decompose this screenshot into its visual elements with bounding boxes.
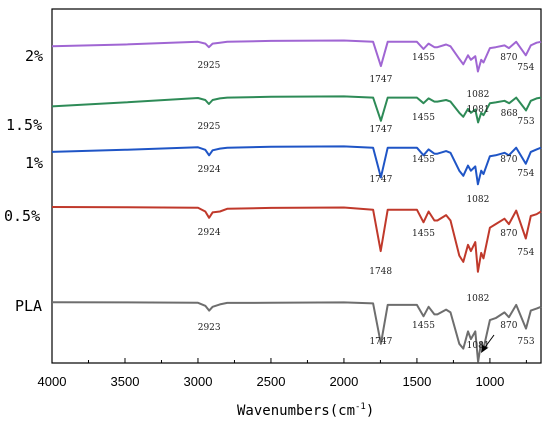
peak-label: 1082: [466, 294, 489, 304]
peak-label: 1081: [467, 341, 490, 351]
peak-label: 870: [500, 53, 517, 63]
peak-label: 870: [500, 229, 517, 239]
peak-label: 1455: [412, 113, 435, 123]
peak-label: 1082: [466, 90, 489, 100]
series-name-label: 1.5%: [6, 116, 42, 134]
peak-label: 1455: [412, 321, 435, 331]
peak-label: 2925: [197, 122, 220, 132]
x-tick-label: 3000: [184, 374, 213, 389]
peak-label: 753: [517, 117, 534, 127]
x-tick-label: 4000: [38, 374, 67, 389]
plot-area: [51, 8, 542, 364]
peak-label: 1747: [369, 337, 392, 347]
x-axis: 4000 3500 3000 2500 2000 1500 1000: [38, 358, 527, 389]
series-name-label: PLA: [15, 297, 42, 315]
x-tick-label: 2500: [257, 374, 286, 389]
series-layer: [51, 39, 542, 363]
peak-label-layer: 2923174714551081870753292417481455108287…: [197, 53, 534, 351]
peak-label: 870: [500, 321, 517, 331]
peak-label: 1082: [466, 195, 489, 205]
peak-label: 868: [501, 109, 518, 119]
series-name-layer: PLA 0.5% 1% 1.5% 2%: [4, 47, 43, 315]
series-line: [51, 95, 542, 124]
peak-label: 754: [517, 63, 534, 73]
series-line: [51, 301, 542, 363]
series-name-label: 1%: [25, 154, 43, 172]
x-tick-label: 1500: [402, 374, 431, 389]
peak-label: 1747: [369, 125, 392, 135]
peak-label: 1455: [412, 155, 435, 165]
x-axis-label: Wavenumbers(cm-1): [237, 402, 374, 419]
peak-label: 1455: [412, 53, 435, 63]
x-tick-label: 2000: [329, 374, 358, 389]
peak-label: 754: [517, 169, 534, 179]
peak-label: 754: [517, 248, 534, 258]
series-line: [51, 39, 542, 73]
peak-label: 1747: [369, 175, 392, 185]
peak-label: 2924: [198, 165, 221, 175]
series-name-label: 0.5%: [4, 207, 40, 225]
peak-label: 1748: [369, 267, 392, 277]
x-tick-label: 3500: [111, 374, 140, 389]
peak-label: 2923: [198, 323, 221, 333]
peak-label: 1081: [467, 105, 490, 115]
peak-label: 1747: [369, 75, 392, 85]
series-line: [51, 206, 542, 273]
peak-label: 870: [500, 155, 517, 165]
series-line: [51, 145, 542, 186]
peak-label: 753: [517, 337, 534, 347]
pla-arrow: [481, 334, 495, 353]
peak-label: 2924: [198, 228, 221, 238]
peak-label: 2925: [197, 61, 220, 71]
x-tick-label: 1000: [475, 374, 504, 389]
peak-label: 1455: [412, 229, 435, 239]
series-name-label: 2%: [25, 47, 43, 65]
